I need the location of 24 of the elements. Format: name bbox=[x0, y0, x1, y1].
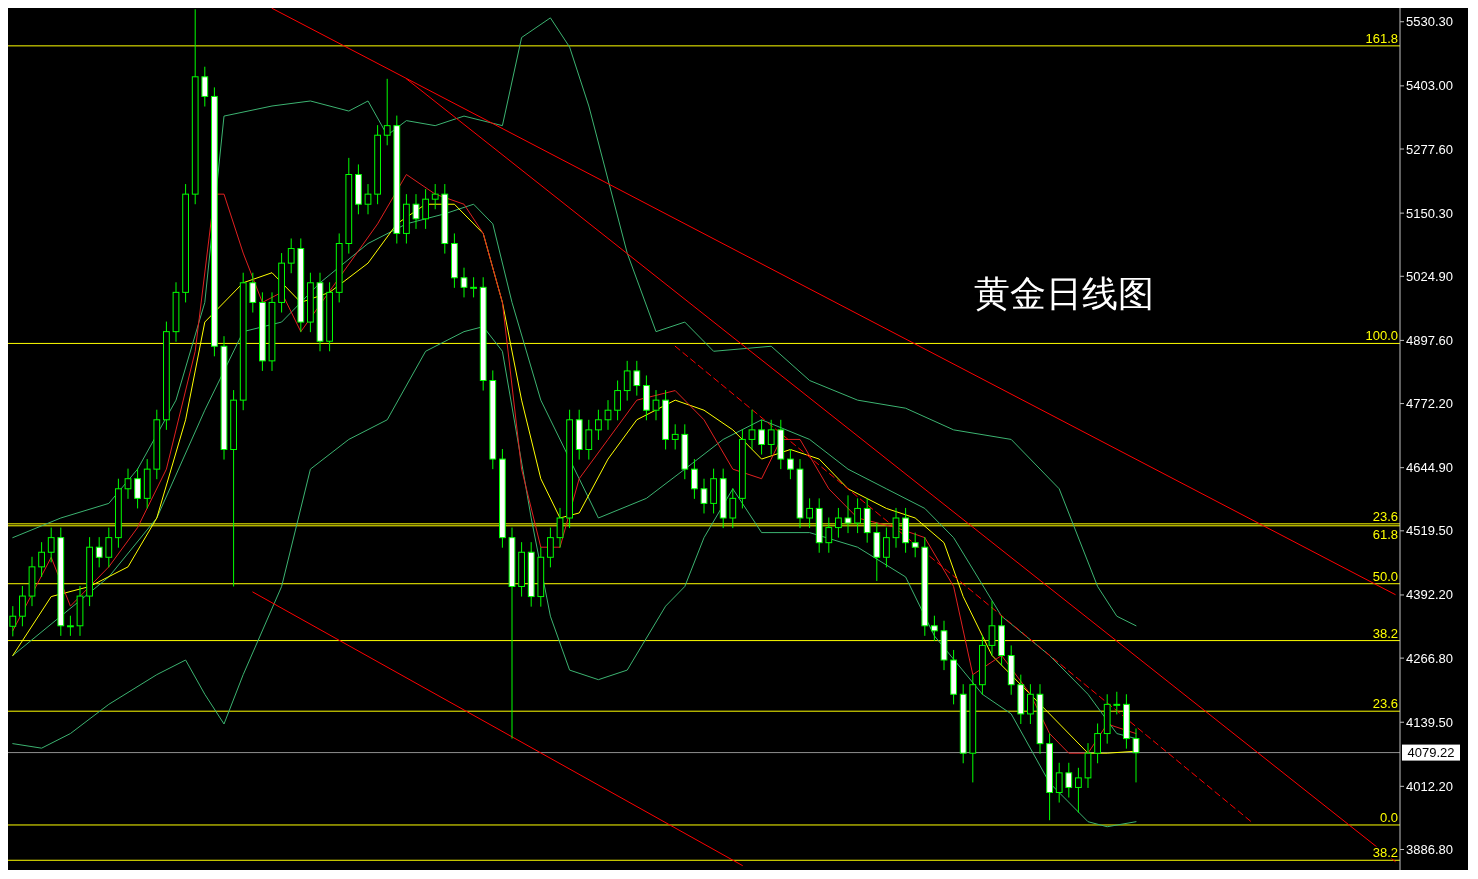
annotation: 50.0 bbox=[1372, 568, 1398, 584]
annotation: 23.6 bbox=[1372, 696, 1398, 712]
y-tick-label: 4519.50 bbox=[1406, 523, 1453, 539]
y-tick-label: 4392.20 bbox=[1406, 587, 1453, 603]
y-tick-label: 4772.20 bbox=[1406, 396, 1453, 412]
annotation: 100.0 bbox=[1365, 328, 1398, 344]
y-tick-label: 5530.30 bbox=[1406, 14, 1453, 30]
y-tick-label: 4644.90 bbox=[1406, 460, 1453, 476]
y-tick-label: 5277.60 bbox=[1406, 141, 1453, 157]
y-tick-label: 4897.60 bbox=[1406, 332, 1453, 348]
ref-line-label: 4079.22 bbox=[1407, 745, 1455, 761]
y-tick-label: 4139.50 bbox=[1406, 714, 1453, 730]
y-tick-label: 3886.80 bbox=[1406, 842, 1453, 857]
y-tick-label: 5403.00 bbox=[1406, 78, 1453, 94]
y-tick-label: 4266.80 bbox=[1406, 650, 1453, 666]
y-tick-label: 5150.30 bbox=[1406, 205, 1453, 221]
annotation: 38.2 bbox=[1372, 625, 1398, 641]
annotation: 23.6 bbox=[1372, 508, 1398, 524]
annotation: 黄金日线图 bbox=[974, 274, 1154, 314]
annotation: 161.8 bbox=[1365, 30, 1398, 46]
annotation: 0.0 bbox=[1379, 809, 1398, 825]
annotation: 61.8 bbox=[1372, 526, 1398, 542]
y-tick-label: 5024.90 bbox=[1406, 268, 1453, 284]
y-tick-label: 4012.20 bbox=[1406, 778, 1453, 794]
